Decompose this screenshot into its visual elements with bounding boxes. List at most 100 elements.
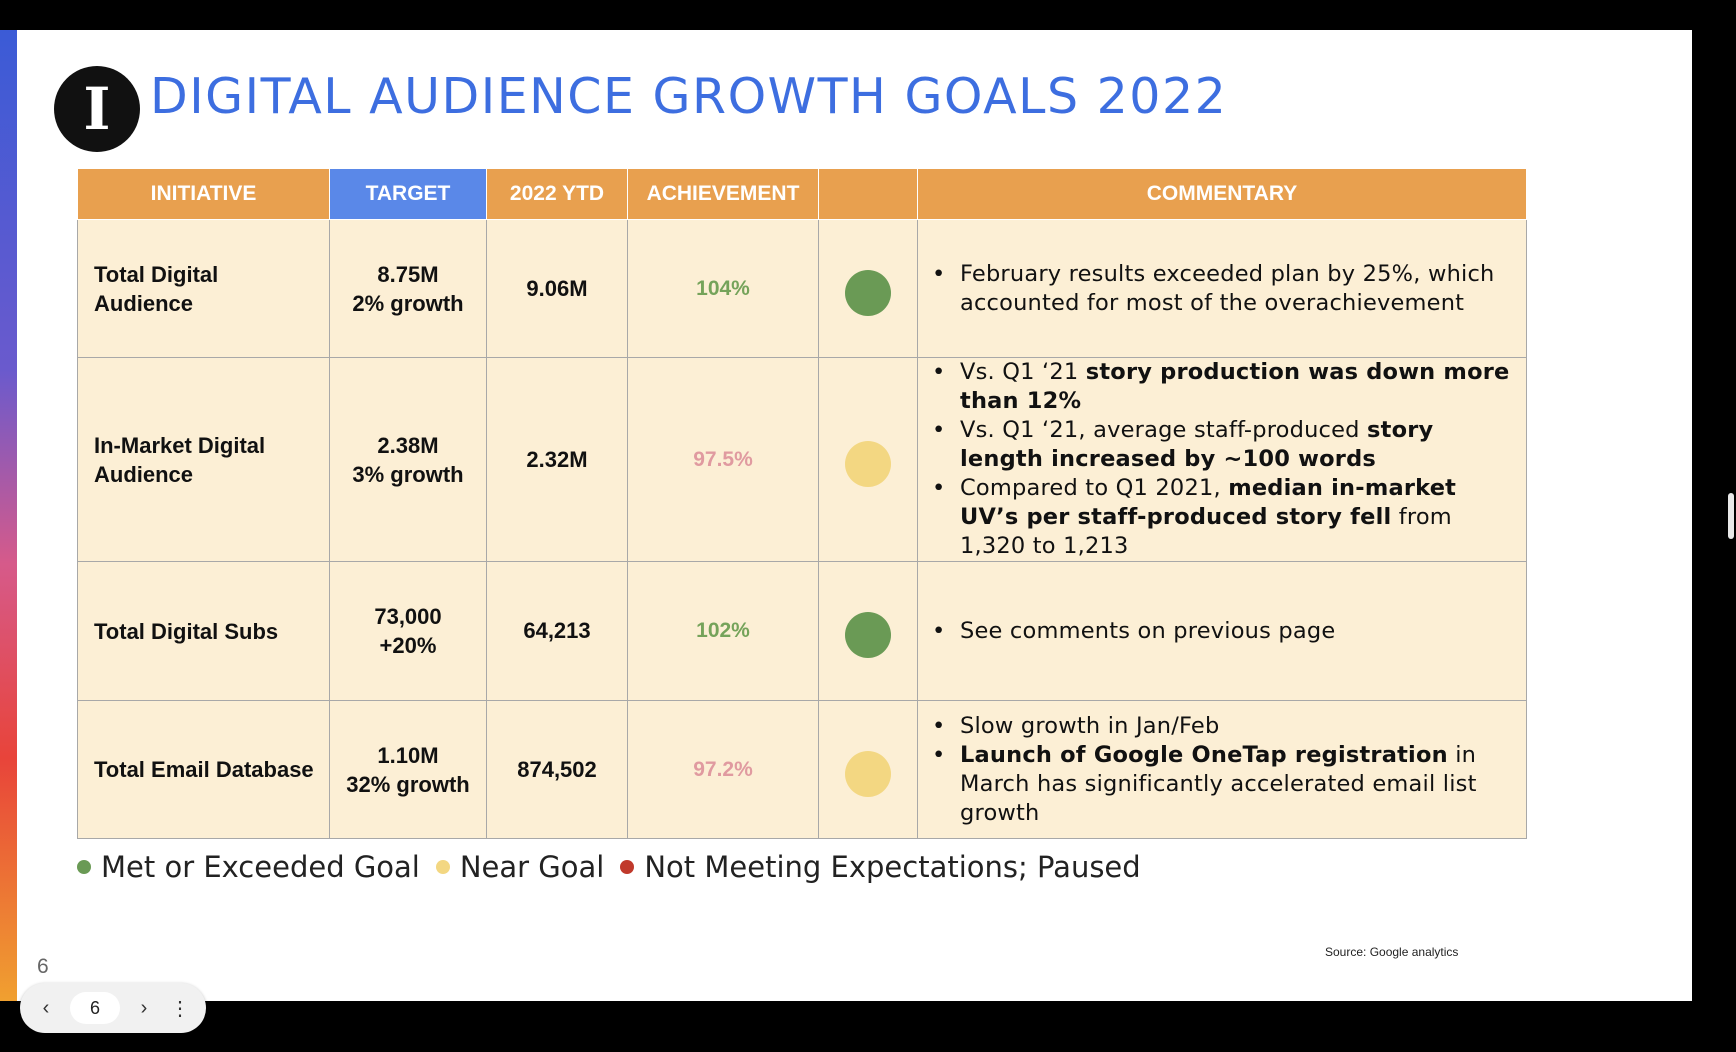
cell-status [818, 219, 918, 358]
status-dot-icon [845, 269, 891, 316]
header-commentary: COMMENTARY [917, 168, 1527, 220]
cell-commentary: • February results exceeded plan by 25%, … [917, 219, 1527, 358]
commentary-text: See comments on previous page [960, 617, 1336, 644]
legend-green-dot-icon [77, 860, 91, 874]
slide-navigation: ‹ 6 › ⋮ [20, 983, 206, 1033]
goals-table: INITIATIVE TARGET 2022 YTD ACHIEVEMENT C… [77, 168, 1527, 839]
legend-met: Met or Exceeded Goal [101, 850, 420, 884]
target-line: 3% growth [352, 461, 464, 487]
bullet-icon: • [932, 712, 946, 739]
cell-target: 2.38M 3% growth [329, 357, 487, 562]
header-ytd: 2022 YTD [486, 168, 628, 220]
cell-initiative: Total Digital Audience [77, 219, 330, 358]
target-line: 1.10M [377, 742, 439, 768]
bullet-icon: • [932, 475, 946, 501]
cell-initiative: Total Digital Subs [77, 561, 330, 701]
status-dot-icon [845, 750, 891, 797]
commentary-text: Compared to Q1 2021, [960, 475, 1229, 501]
bullet-icon: • [932, 741, 946, 768]
page-number: 6 [37, 955, 49, 978]
table-row: Total Digital Audience 8.75M 2% growth 9.06M… [77, 219, 1527, 358]
header-target: TARGET [329, 168, 487, 220]
legend-red-dot-icon [620, 860, 635, 874]
commentary-text: Vs. Q1 ‘21, average staff-produced [960, 417, 1368, 443]
header-achievement: ACHIEVEMENT [627, 168, 819, 220]
commentary-item: • Launch of Google OneTap registration in… [924, 741, 1516, 828]
commentary-text: February results exceeded plan by 25%, w… [960, 260, 1495, 316]
bullet-icon: • [932, 417, 946, 443]
commentary-item: • February results exceeded plan by 25%, … [924, 260, 1516, 318]
commentary-text: in March has significantly accelerated e… [960, 741, 1477, 826]
commentary-bold-text: story length increased by ~100 words [960, 417, 1434, 472]
scroll-handle[interactable] [1728, 493, 1734, 539]
commentary-item: • Vs. Q1 ‘21 story production was down mo… [924, 358, 1516, 416]
commentary-item: • Compared to Q1 2021, median in-market U… [924, 474, 1516, 561]
cell-commentary: • Vs. Q1 ‘21 story production was down mo… [917, 357, 1527, 562]
initiative-line: Audience [94, 461, 194, 487]
cell-status [818, 700, 918, 839]
cell-initiative: In-Market Digital Audience [77, 357, 330, 562]
cell-target: 1.10M 32% growth [329, 700, 487, 839]
chevron-left-icon[interactable]: ‹ [42, 996, 50, 1019]
commentary-bold-text: median in-market UV’s per staff-produced… [960, 475, 1457, 530]
slide: I DIGITAL AUDIENCE GROWTH GOALS 2022 INI… [17, 30, 1692, 1001]
commentary-item: • See comments on previous page [924, 617, 1516, 646]
initiative-line: Total Digital Subs [94, 618, 279, 644]
target-line: 32% growth [346, 771, 470, 797]
bullet-icon: • [932, 359, 946, 385]
target-line: +20% [379, 633, 437, 658]
side-color-bar [0, 30, 17, 1001]
target-line: 2.38M [377, 432, 439, 458]
bullet-icon: • [932, 617, 946, 644]
status-dot-icon [845, 612, 891, 658]
target-line: 8.75M [377, 261, 439, 287]
table-row: Total Email Database 1.10M 32% growth 874,5… [77, 700, 1527, 839]
logo-icon: I [54, 66, 140, 152]
cell-achievement: 102% [627, 561, 819, 701]
commentary-text: Vs. Q1 ‘21 [960, 359, 1086, 385]
initiative-line: Total Email Database [94, 757, 314, 782]
more-vertical-icon[interactable]: ⋮ [170, 997, 190, 1020]
legend-not-meeting: Not Meeting Expectations; Paused [644, 850, 1141, 884]
cell-initiative: Total Email Database [77, 700, 330, 839]
commentary-bold-text: story production was down more than 12% [960, 359, 1510, 414]
cell-ytd: 874,502 [486, 700, 628, 839]
cell-status [818, 561, 918, 701]
slide-title: DIGITAL AUDIENCE GROWTH GOALS 2022 [150, 68, 1228, 125]
initiative-line: Audience [94, 290, 194, 316]
current-page-indicator[interactable]: 6 [70, 992, 120, 1024]
cell-target: 73,000 +20% [329, 561, 487, 701]
cell-achievement: 97.5% [627, 357, 819, 562]
legend-near: Near Goal [459, 850, 605, 884]
header-initiative: INITIATIVE [77, 168, 330, 220]
commentary-text: Slow growth in Jan/Feb [960, 712, 1220, 739]
cell-target: 8.75M 2% growth [329, 219, 487, 358]
chevron-right-icon[interactable]: › [140, 996, 148, 1019]
table-row: Total Digital Subs 73,000 +20% 64,213 102% • S… [77, 561, 1527, 701]
cell-achievement: 97.2% [627, 700, 819, 839]
bullet-icon: • [932, 260, 946, 287]
cell-commentary: • Slow growth in Jan/Feb • Launch of Google… [917, 700, 1527, 839]
target-line: 73,000 [374, 604, 442, 629]
commentary-item: • Slow growth in Jan/Feb [924, 712, 1516, 741]
commentary-bold-text: Launch of Google OneTap registration [960, 741, 1448, 768]
source-note: Source: Google analytics [1325, 945, 1459, 959]
table-row: In-Market Digital Audience 2.38M 3% growth 2… [77, 357, 1527, 562]
table-header-row: INITIATIVE TARGET 2022 YTD ACHIEVEMENT C… [77, 168, 1527, 220]
cell-ytd: 9.06M [486, 219, 628, 358]
initiative-line: In-Market Digital [94, 432, 266, 458]
status-dot-icon [845, 440, 891, 487]
cell-commentary: • See comments on previous page [917, 561, 1527, 701]
target-line: 2% growth [352, 290, 464, 316]
cell-ytd: 64,213 [486, 561, 628, 701]
commentary-item: • Vs. Q1 ‘21, average staff-produced stor… [924, 416, 1516, 474]
cell-status [818, 357, 918, 562]
cell-ytd: 2.32M [486, 357, 628, 562]
header-status [818, 168, 918, 220]
logo-letter: I [83, 75, 111, 143]
initiative-line: Total Digital [94, 261, 219, 287]
legend-yellow-dot-icon [435, 860, 450, 874]
commentary-text: from 1,320 to 1,213 [960, 504, 1452, 559]
cell-achievement: 104% [627, 219, 819, 358]
legend: Met or Exceeded Goal Near Goal Not Meeti… [77, 850, 1149, 884]
